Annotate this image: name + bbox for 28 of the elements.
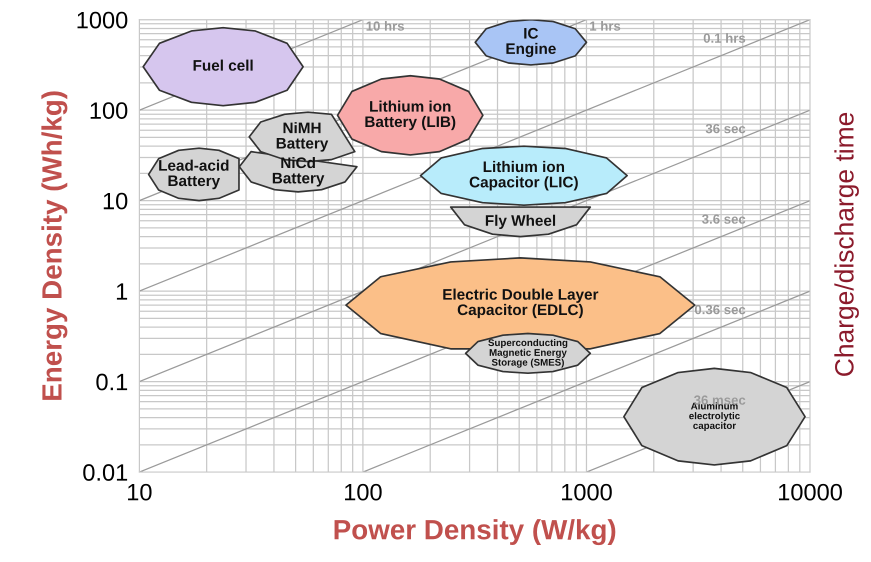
- series-label: Lithium ion Capacitor (LIC): [470, 160, 578, 190]
- x-tick-label: 1000: [562, 484, 612, 501]
- series-label: 36 sec: [706, 124, 746, 134]
- series-label: Lead-acid Battery: [159, 160, 228, 190]
- series-label: 10 hrs: [366, 21, 404, 31]
- y-tick-label: 1000: [78, 12, 128, 28]
- x-tick-label: 100: [345, 484, 382, 501]
- series-label: Fly Wheel: [486, 214, 556, 229]
- series-label: 3.6 sec: [702, 214, 746, 224]
- series-label: Superconducting Magnetic Energy Storage (SMES): [488, 338, 568, 368]
- y-tick-label: 0.01: [83, 464, 128, 481]
- x-axis-title: Power Density (W/kg): [334, 519, 616, 546]
- series-label: 0.1 hrs: [704, 33, 746, 43]
- x-tick-label: 10: [128, 484, 152, 501]
- y-tick-label: 100: [90, 102, 128, 119]
- y2-axis-title: Charge/discharge time: [834, 112, 859, 376]
- series-label: 0.36 sec: [694, 304, 746, 314]
- series-label: IC Engine: [506, 28, 556, 58]
- series-label: 1 hrs: [590, 21, 620, 31]
- y-tick-label: 1: [116, 283, 128, 300]
- series-label: NiMH Battery: [276, 122, 328, 152]
- x-tick-label: 10000: [779, 484, 842, 501]
- series-label: Electric Double Layer Capacitor (EDLC): [443, 288, 598, 318]
- series-label: Lithium ion Battery (LIB): [365, 100, 456, 130]
- y-axis-title: Energy Density (Wh/kg): [41, 91, 68, 400]
- y-tick-label: 10: [104, 192, 128, 210]
- series-label: Fuel cell: [194, 60, 253, 71]
- y-tick-label: 0.1: [96, 374, 128, 390]
